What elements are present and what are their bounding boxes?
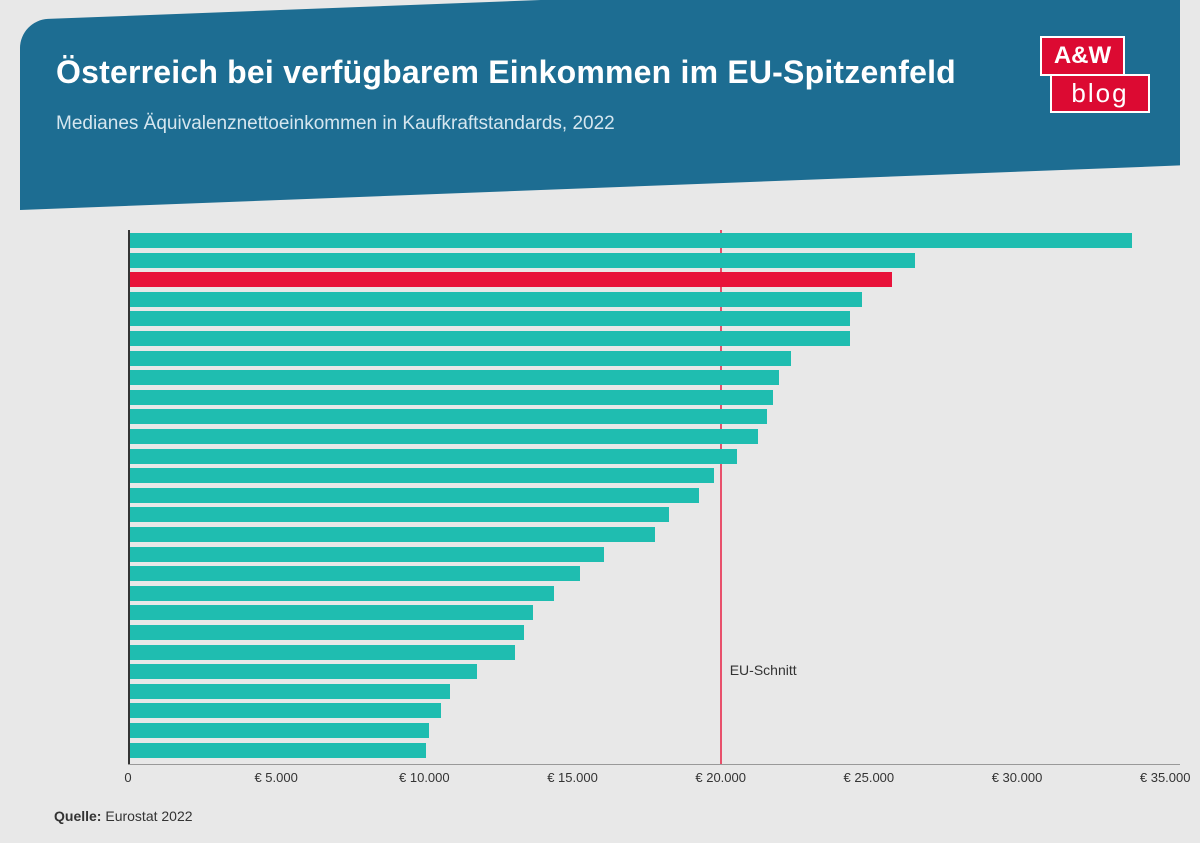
eu-average-label: EU-Schnitt [730, 662, 797, 678]
logo-bottom-text: blog [1050, 74, 1150, 113]
bar [130, 311, 850, 326]
bar [130, 743, 426, 758]
bar [130, 449, 737, 464]
page-subtitle: Medianes Äquivalenznettoeinkommen in Kau… [56, 113, 1150, 135]
source-text: Eurostat 2022 [105, 808, 192, 824]
bar [130, 684, 450, 699]
bar [130, 233, 1132, 248]
bar-chart: EU-Schnitt LuxemburgNiederlandeÖsterreic… [20, 230, 1180, 790]
bar [130, 488, 699, 503]
source-label: Quelle: [54, 808, 101, 824]
bars-region: EU-Schnitt LuxemburgNiederlandeÖsterreic… [128, 230, 1180, 764]
bar [130, 351, 791, 366]
page-title: Österreich bei verfügbarem Einkommen im … [56, 54, 1150, 91]
bar [130, 586, 554, 601]
bar [130, 547, 604, 562]
bar [130, 370, 779, 385]
x-tick-label: 0 [124, 770, 131, 785]
x-axis-line [128, 764, 1180, 765]
x-tick-label: € 10.000 [399, 770, 450, 785]
eu-average-line [720, 230, 722, 764]
x-tick-label: € 35.000 [1140, 770, 1191, 785]
bar [130, 645, 515, 660]
bar [130, 390, 773, 405]
bar [130, 507, 669, 522]
bar [130, 723, 429, 738]
bar [130, 409, 767, 424]
x-axis: 0€ 5.000€ 10.000€ 15.000€ 20.000€ 25.000… [128, 764, 1180, 790]
logo-top-text: A&W [1040, 36, 1125, 76]
x-tick-label: € 20.000 [695, 770, 746, 785]
bar [130, 605, 533, 620]
x-tick-label: € 25.000 [844, 770, 895, 785]
bar [130, 527, 655, 542]
bar [130, 703, 441, 718]
bar [130, 566, 580, 581]
x-tick-label: € 5.000 [254, 770, 297, 785]
bar [130, 253, 915, 268]
x-tick-label: € 30.000 [992, 770, 1043, 785]
bar [130, 331, 850, 346]
source-citation: Quelle: Eurostat 2022 [54, 808, 193, 824]
bar-highlight [130, 272, 892, 287]
aw-blog-logo: A&W blog [1040, 36, 1150, 113]
bar [130, 625, 524, 640]
x-tick-label: € 15.000 [547, 770, 598, 785]
bar [130, 664, 477, 679]
bar [130, 292, 862, 307]
bar [130, 429, 758, 444]
bar [130, 468, 714, 483]
header-content: Österreich bei verfügbarem Einkommen im … [20, 20, 1180, 135]
header: Österreich bei verfügbarem Einkommen im … [0, 0, 1200, 210]
